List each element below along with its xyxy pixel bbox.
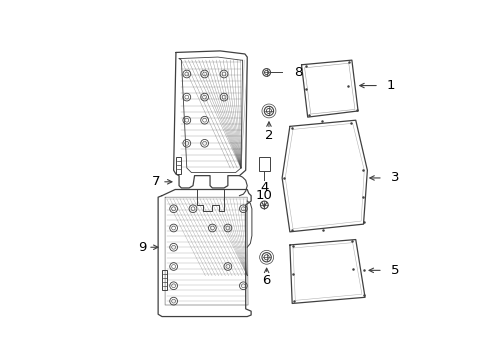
Bar bbox=[176, 157, 181, 174]
Text: 10: 10 bbox=[256, 189, 273, 202]
Bar bbox=[259, 157, 270, 171]
Text: 1: 1 bbox=[387, 79, 395, 92]
Text: 4: 4 bbox=[260, 181, 269, 194]
Text: 9: 9 bbox=[138, 241, 146, 254]
Text: 2: 2 bbox=[265, 129, 273, 142]
Text: 3: 3 bbox=[391, 171, 399, 184]
Text: 5: 5 bbox=[391, 264, 399, 277]
Text: 8: 8 bbox=[294, 66, 302, 79]
Bar bbox=[162, 270, 167, 289]
Text: 7: 7 bbox=[151, 175, 160, 188]
Text: 6: 6 bbox=[263, 274, 271, 287]
